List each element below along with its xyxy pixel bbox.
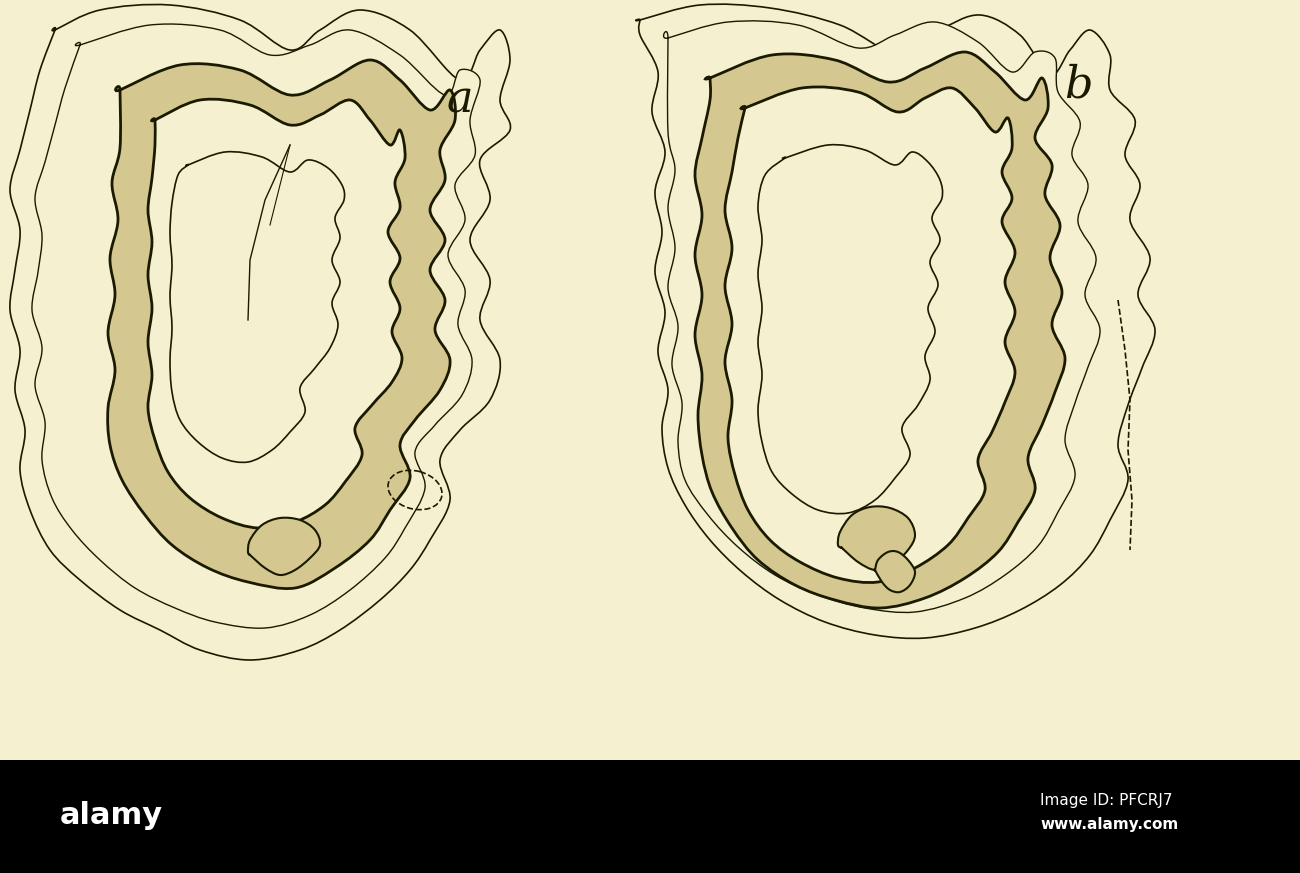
PathPatch shape: [248, 518, 320, 575]
Text: b: b: [1063, 64, 1092, 107]
PathPatch shape: [837, 506, 915, 570]
Text: www.alamy.com: www.alamy.com: [1040, 817, 1178, 833]
PathPatch shape: [725, 87, 1015, 582]
PathPatch shape: [165, 140, 363, 505]
PathPatch shape: [696, 52, 1065, 608]
Text: alamy: alamy: [60, 801, 162, 829]
PathPatch shape: [875, 551, 915, 592]
Text: Image ID: PFCRJ7: Image ID: PFCRJ7: [1040, 793, 1173, 808]
PathPatch shape: [636, 4, 1154, 638]
PathPatch shape: [10, 4, 511, 660]
PathPatch shape: [747, 132, 961, 526]
PathPatch shape: [108, 60, 455, 588]
PathPatch shape: [148, 100, 406, 528]
PathPatch shape: [32, 24, 480, 629]
PathPatch shape: [663, 21, 1100, 613]
Bar: [0, 760, 1300, 873]
Text: a: a: [447, 79, 473, 121]
